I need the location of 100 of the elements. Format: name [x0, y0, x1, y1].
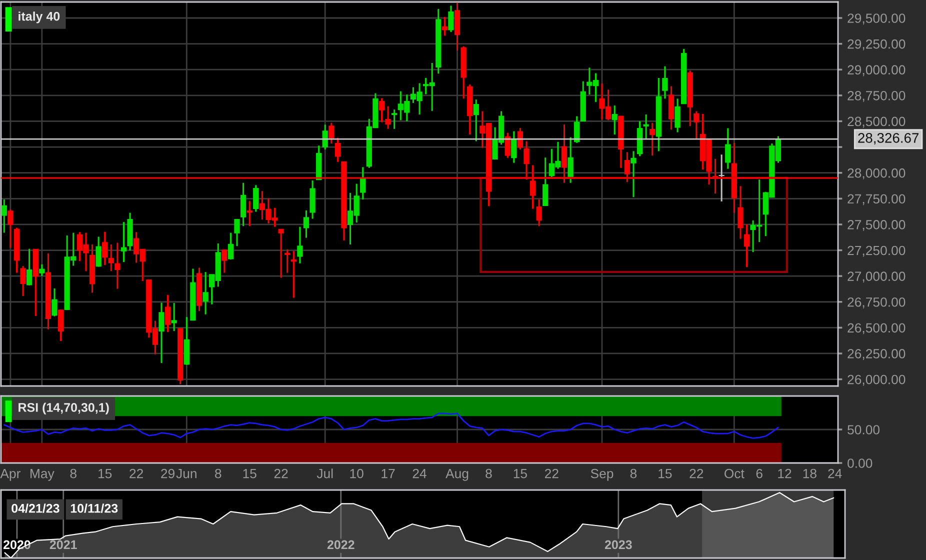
x-tick-label: 22: [544, 468, 558, 478]
text: italy 40: [18, 12, 60, 24]
x-tick-label: 22: [274, 468, 288, 478]
y-tick-label: 26,250.00: [848, 349, 906, 360]
candlestick: [278, 228, 284, 278]
x-tick-label: 29: [161, 468, 174, 478]
x-tick-label: May: [30, 469, 54, 481]
candlestick: [253, 184, 259, 213]
candlestick: [8, 208, 14, 249]
x-tick-label: 2023: [604, 540, 632, 550]
y-tick-label: 26,000.00: [848, 374, 906, 386]
candlestick: [234, 218, 240, 247]
candlestick: [392, 108, 398, 130]
x-tick-label: 8: [215, 468, 222, 478]
candlestick: [536, 198, 542, 227]
x-tick-label: 15: [98, 469, 112, 478]
candlestick: [164, 294, 171, 333]
candlestick: [694, 110, 700, 140]
y-tick-label: 27,250.00: [848, 246, 906, 257]
y-tick-label: 28,000.00: [848, 168, 906, 180]
candlestick: [744, 224, 750, 268]
y-tick-label: 27,000.00: [848, 272, 906, 283]
candlestick: [26, 248, 32, 286]
x-tick-label: Jul: [316, 468, 333, 478]
x-tick-label: 18: [803, 468, 816, 478]
candlestick: [228, 232, 234, 260]
candlestick: [511, 130, 517, 164]
x-tick-label: 2022: [327, 540, 354, 550]
candlestick: [517, 127, 524, 150]
candlestick: [222, 249, 228, 274]
candlestick: [58, 308, 64, 342]
candlestick: [568, 136, 574, 184]
candlestick: [630, 150, 636, 198]
candlestick: [378, 97, 385, 124]
candlestick: [120, 221, 127, 263]
x-tick-label: 24: [412, 468, 426, 478]
candlestick: [310, 180, 316, 220]
y-tick-label: 0.00: [848, 458, 872, 468]
candlestick: [322, 124, 328, 150]
y-tick-label: 29,500.00: [848, 14, 906, 24]
candlestick: [612, 104, 618, 136]
candlestick: [52, 288, 58, 318]
y-tick-label: 28,500.00: [848, 116, 906, 128]
ref-line-label: 28,326.67: [858, 133, 919, 144]
candlestick: [542, 156, 548, 206]
x-tick-label: 24: [828, 468, 842, 478]
x-tick-label: Aug: [446, 469, 468, 481]
candlestick: [303, 210, 310, 239]
candlestick: [385, 105, 391, 130]
candlestick: [246, 200, 252, 227]
x-tick-label: Sep: [590, 468, 614, 481]
y-tick-label: 50.00: [848, 425, 880, 434]
x-tick-label: 8: [70, 468, 76, 478]
x-tick-label: 22: [690, 468, 704, 478]
candlestick: [1, 198, 7, 234]
y-tick-label: 26,500.00: [848, 323, 906, 334]
candlestick: [738, 185, 744, 240]
candlestick: [328, 122, 334, 144]
x-tick-label: 2021: [50, 540, 77, 550]
candlestick: [96, 236, 102, 268]
annotation: 10/11/23: [70, 504, 118, 513]
candlestick: [202, 271, 208, 316]
candlestick: [650, 122, 656, 156]
text: RSI (14,70,30,1): [18, 402, 109, 414]
x-tick-label: 12: [778, 468, 792, 478]
y-tick-label: 27,500.00: [848, 220, 906, 231]
y-tick-label: 27,750.00: [848, 194, 906, 206]
x-tick-label: 15: [243, 469, 256, 478]
candlestick: [662, 66, 668, 100]
x-tick-label: 6: [756, 468, 762, 478]
candlestick: [334, 137, 341, 163]
y-tick-label: 28,750.00: [848, 90, 906, 102]
x-tick-label: 15: [658, 469, 672, 478]
candlestick: [20, 265, 26, 297]
candlestick: [39, 264, 45, 277]
x-tick-label: Jun: [176, 469, 196, 478]
candlestick: [718, 154, 724, 202]
candlestick: [674, 98, 680, 134]
y-tick-label: 29,250.00: [848, 39, 906, 50]
x-tick-label: 15: [514, 469, 527, 478]
x-tick-label: 22: [130, 468, 143, 478]
candlestick: [454, 2, 460, 52]
y-tick-label: 29,000.00: [848, 65, 906, 76]
x-tick-label: 10: [350, 468, 364, 478]
x-tick-label: 17: [382, 469, 395, 478]
candlestick: [668, 85, 674, 130]
candlestick: [473, 98, 479, 142]
candlestick: [102, 231, 108, 266]
candlestick: [643, 114, 649, 140]
candlestick: [158, 302, 164, 364]
x-tick-label: 8: [630, 468, 637, 478]
x-tick-label: 8: [486, 468, 492, 478]
x-tick-label: Oct: [724, 468, 744, 478]
annotation: 04/21/23: [12, 504, 60, 513]
candlestick: [360, 166, 366, 200]
y-tick-label: 26,750.00: [848, 297, 906, 308]
line-series: [3, 412, 779, 439]
x-tick-label: Apr: [0, 469, 20, 481]
candlestick: [240, 182, 246, 227]
candlestick: [171, 302, 177, 332]
